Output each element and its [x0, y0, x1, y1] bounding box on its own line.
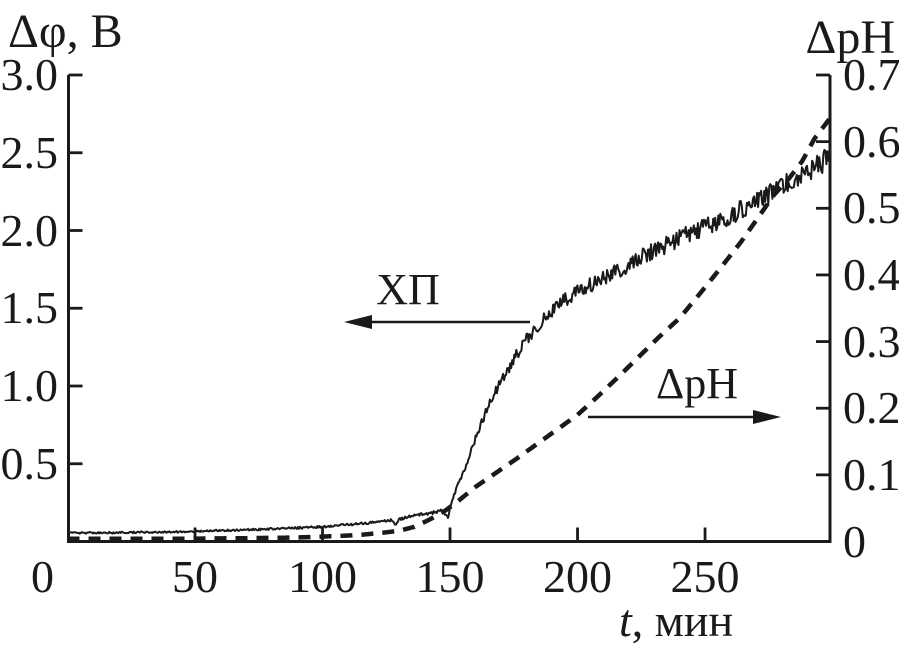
left-axis-tick-label: 1.5 — [0, 282, 59, 334]
right-axis-tick-label: 0.5 — [843, 182, 899, 234]
origin-zero-label: 0 — [31, 551, 54, 602]
left-axis-tick-label: 1.0 — [0, 360, 59, 411]
right-axis-tick-label: 0.2 — [843, 382, 899, 434]
right-axis-tick-label: 0.3 — [843, 315, 899, 367]
left-axis-tick-label: 0.5 — [0, 437, 59, 489]
right-axis-title: ΔpH — [805, 11, 895, 64]
right-axis-tick-label: 0 — [843, 515, 866, 567]
x-axis-title: t, мин — [619, 598, 733, 644]
right-axis-tick-label: 0.6 — [843, 115, 899, 167]
series-label-dashed: ΔpH — [655, 359, 739, 408]
axis-frame — [67, 75, 832, 543]
left-axis-tick-label: 2.0 — [0, 204, 59, 256]
right-axis-tick-label: 0.7 — [843, 49, 899, 100]
left-axis-tick-label: 3.0 — [0, 49, 59, 100]
right-axis-tick-label: 0.1 — [843, 448, 899, 500]
x-axis-tick-label: 50 — [172, 551, 218, 602]
left-axis-title: Δφ, В — [8, 5, 123, 58]
series-label-solid: ХП — [376, 265, 440, 314]
x-axis-tick-label: 100 — [288, 551, 358, 602]
annotation-arrow-head — [753, 410, 781, 424]
annotation-arrow-head — [344, 315, 372, 329]
left-axis-tick-label: 2.5 — [0, 126, 59, 178]
solid-curve — [66, 148, 831, 535]
x-axis-tick-label: 150 — [415, 551, 485, 602]
right-axis-tick-label: 0.4 — [843, 248, 899, 300]
x-axis-title-variable: t — [618, 595, 632, 646]
x-axis-title-unit: , мин — [631, 595, 734, 646]
dashed-curve — [67, 116, 832, 542]
x-axis-tick-label: 250 — [670, 551, 740, 602]
x-axis-tick-label: 200 — [543, 551, 613, 602]
